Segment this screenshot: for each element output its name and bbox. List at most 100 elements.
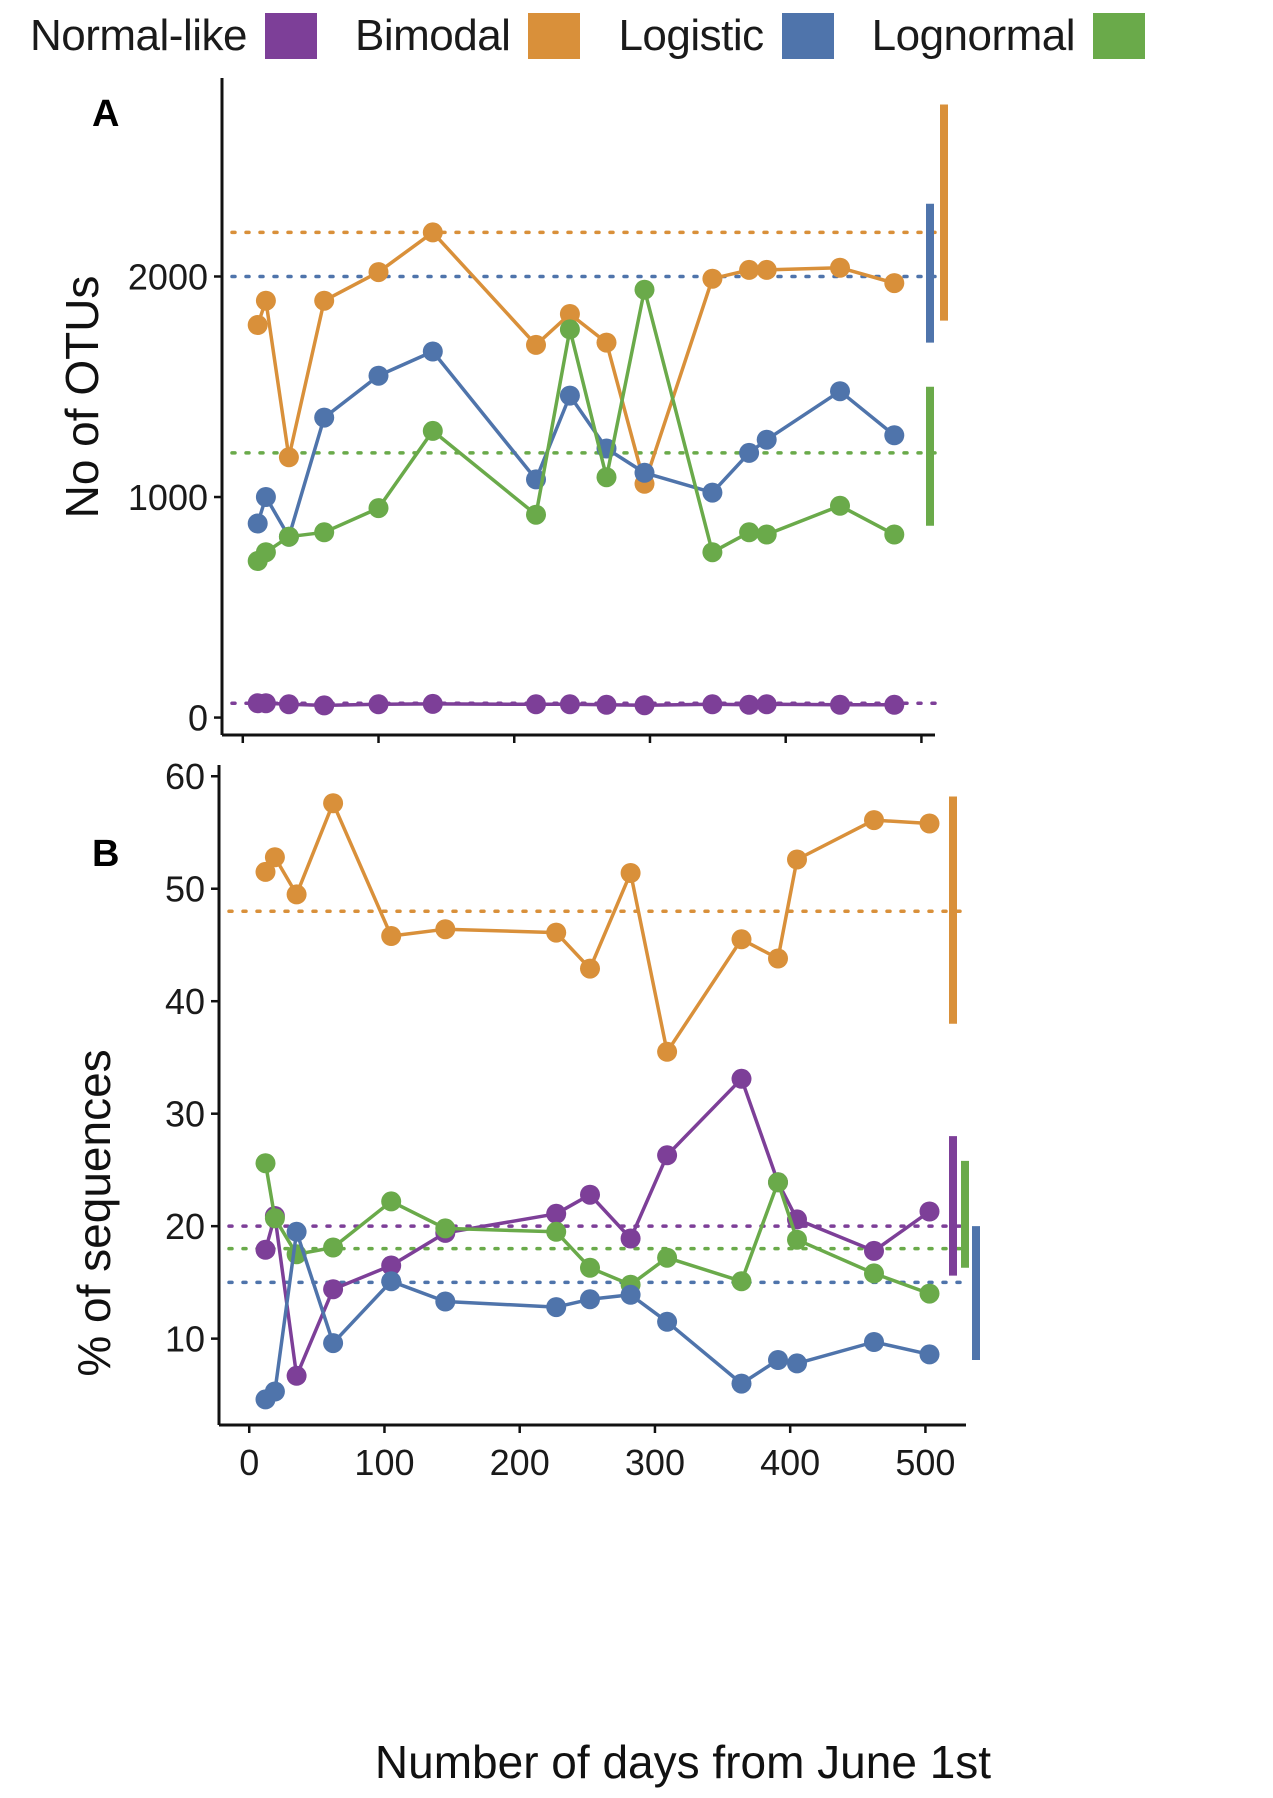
data-point-bimodal bbox=[620, 863, 641, 883]
data-point-bimodal bbox=[731, 929, 752, 950]
data-point-normal-like bbox=[422, 693, 443, 714]
data-point-bimodal bbox=[381, 926, 402, 946]
y-tick-label: 1000 bbox=[128, 477, 208, 518]
data-point-logistic bbox=[864, 1332, 884, 1352]
data-point-normal-like bbox=[323, 1279, 344, 1300]
data-point-bimodal bbox=[756, 259, 777, 280]
legend-swatch-lognormal bbox=[1093, 13, 1146, 59]
x-tick-label: 100 bbox=[354, 1442, 414, 1483]
data-point-lognormal bbox=[884, 524, 905, 545]
data-point-lognormal bbox=[546, 1221, 567, 1242]
data-point-normal-like bbox=[634, 695, 655, 716]
data-point-normal-like bbox=[580, 1184, 600, 1205]
data-point-normal-like bbox=[884, 694, 905, 715]
data-point-normal-like bbox=[620, 1228, 641, 1249]
panel-a-plot: 0 1000 2000 bbox=[128, 78, 948, 743]
data-point-bimodal bbox=[596, 332, 617, 353]
data-point-bimodal bbox=[255, 861, 276, 882]
data-point-lognormal bbox=[919, 1283, 940, 1304]
data-point-normal-like bbox=[526, 694, 546, 715]
data-point-logistic bbox=[247, 513, 268, 534]
data-point-logistic bbox=[286, 1221, 307, 1242]
data-point-lognormal bbox=[422, 420, 443, 441]
series-line-logistic bbox=[264, 1230, 930, 1401]
y-axis-title-a: No of OTUs bbox=[56, 276, 108, 519]
data-point-lognormal bbox=[278, 526, 299, 547]
data-point-bimodal bbox=[787, 849, 807, 870]
data-point-logistic bbox=[739, 442, 760, 463]
data-point-bimodal bbox=[368, 262, 389, 283]
data-point-bimodal bbox=[768, 948, 788, 969]
legend-item-normal-like: Normal-like bbox=[30, 11, 317, 61]
data-point-logistic bbox=[634, 462, 655, 483]
data-point-lognormal bbox=[768, 1172, 788, 1193]
x-axis-title: Number of days from June 1st bbox=[375, 1736, 991, 1788]
legend-swatch-bimodal bbox=[528, 13, 581, 59]
data-point-lognormal bbox=[596, 467, 617, 488]
data-point-logistic bbox=[787, 1353, 807, 1374]
data-point-lognormal bbox=[255, 542, 276, 563]
data-point-normal-like bbox=[255, 1239, 276, 1260]
series-line-bimodal bbox=[264, 801, 930, 1054]
data-point-bimodal bbox=[702, 268, 723, 289]
data-point-logistic bbox=[314, 407, 335, 428]
data-point-bimodal bbox=[884, 273, 905, 294]
data-point-lognormal bbox=[787, 1229, 807, 1250]
data-point-bimodal bbox=[919, 813, 940, 834]
data-point-normal-like bbox=[368, 694, 389, 715]
data-point-logistic bbox=[768, 1350, 788, 1370]
data-point-lognormal bbox=[264, 1208, 285, 1229]
data-point-logistic bbox=[731, 1373, 752, 1394]
data-point-lognormal bbox=[526, 504, 546, 525]
panel-letter-b: B bbox=[92, 833, 119, 875]
data-point-bimodal bbox=[264, 847, 285, 868]
data-point-normal-like bbox=[596, 694, 617, 715]
data-point-lognormal bbox=[559, 319, 580, 340]
y-axis-title-b: % of sequences bbox=[68, 1049, 120, 1376]
data-point-lognormal bbox=[731, 1271, 752, 1292]
data-point-lognormal bbox=[756, 524, 777, 545]
data-point-logistic bbox=[559, 385, 580, 406]
data-point-bimodal bbox=[278, 447, 299, 468]
data-point-normal-like bbox=[830, 694, 850, 715]
y-tick-label: 60 bbox=[165, 756, 205, 797]
data-point-logistic bbox=[422, 341, 443, 362]
data-point-lognormal bbox=[864, 1263, 884, 1284]
data-point-bimodal bbox=[255, 290, 276, 311]
x-tick-label: 500 bbox=[895, 1442, 955, 1483]
legend-item-lognormal: Lognormal bbox=[871, 11, 1146, 61]
data-point-lognormal bbox=[739, 522, 760, 543]
data-point-logistic bbox=[323, 1333, 344, 1354]
data-point-logistic bbox=[381, 1271, 402, 1292]
data-point-bimodal bbox=[286, 884, 307, 905]
data-point-normal-like bbox=[864, 1240, 884, 1261]
data-point-normal-like bbox=[278, 694, 299, 715]
data-point-logistic bbox=[264, 1381, 285, 1402]
data-point-normal-like bbox=[756, 694, 777, 715]
data-point-normal-like bbox=[255, 693, 276, 714]
data-point-lognormal bbox=[323, 1237, 344, 1258]
data-point-bimodal bbox=[580, 958, 600, 979]
data-point-lognormal bbox=[368, 498, 389, 519]
data-point-logistic bbox=[830, 381, 850, 402]
y-tick-label: 0 bbox=[188, 698, 208, 739]
data-point-bimodal bbox=[559, 304, 580, 324]
y-tick-label: 30 bbox=[165, 1094, 205, 1135]
data-point-lognormal bbox=[580, 1257, 600, 1278]
data-point-logistic bbox=[368, 365, 389, 386]
data-point-logistic bbox=[657, 1311, 678, 1332]
data-point-normal-like bbox=[286, 1365, 307, 1386]
data-point-bimodal bbox=[739, 259, 760, 280]
legend-swatch-logistic bbox=[781, 13, 834, 59]
data-point-lognormal bbox=[634, 279, 655, 300]
data-point-lognormal bbox=[702, 542, 723, 563]
data-point-logistic bbox=[620, 1284, 641, 1305]
series-line-logistic bbox=[256, 349, 896, 539]
data-point-normal-like bbox=[314, 695, 335, 716]
legend-label-lognormal: Lognormal bbox=[871, 11, 1076, 60]
data-point-bimodal bbox=[864, 810, 884, 831]
data-point-normal-like bbox=[559, 694, 580, 715]
panel-letter-a: A bbox=[92, 93, 119, 135]
data-point-logistic bbox=[435, 1291, 456, 1312]
data-point-lognormal bbox=[657, 1247, 678, 1268]
